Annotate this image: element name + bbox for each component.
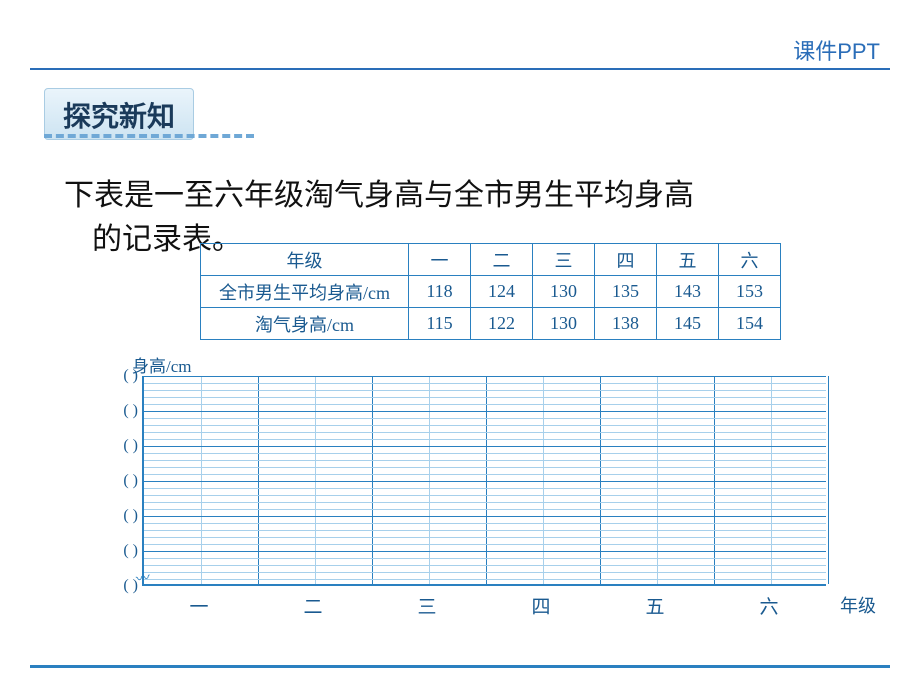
grid-major-v xyxy=(258,376,259,584)
grid-major-h xyxy=(144,551,826,552)
grid-minor-h xyxy=(144,495,826,496)
grid-minor-h xyxy=(144,383,826,384)
slide-label: 课件PPT xyxy=(793,34,880,66)
grade-col: 六 xyxy=(719,244,781,276)
table-row-taoqi: 淘气身高/cm 115 122 130 138 145 154 xyxy=(201,308,781,340)
grid-major-v xyxy=(828,376,829,584)
grid-minor-h xyxy=(144,530,826,531)
y-axis-ticks: ( )( )( )( )( )( )( ) xyxy=(84,376,138,586)
grid-minor-h xyxy=(144,502,826,503)
grid-minor-h xyxy=(144,509,826,510)
grid-minor-h xyxy=(144,488,826,489)
grid-minor-h xyxy=(144,404,826,405)
grid-minor-h xyxy=(144,425,826,426)
x-axis-title: 年级 xyxy=(840,592,876,618)
x-axis-label: 一 xyxy=(189,592,208,619)
x-axis-labels: 一二三四五六 xyxy=(142,592,826,616)
grade-col: 五 xyxy=(657,244,719,276)
grade-col: 一 xyxy=(409,244,471,276)
chart-grid xyxy=(142,376,826,586)
city-avg-cell: 124 xyxy=(471,276,533,308)
col-header-grade: 年级 xyxy=(201,244,409,276)
blank-line-chart: 身高/cm ( )( )( )( )( )( )( ) 〰 一二三四五六 年级 xyxy=(80,352,880,642)
grid-major-h xyxy=(144,411,826,412)
grid-major-h xyxy=(144,481,826,482)
grid-minor-h xyxy=(144,558,826,559)
row-header-taoqi: 淘气身高/cm xyxy=(201,308,409,340)
y-tick-placeholder: ( ) xyxy=(84,577,138,595)
city-avg-cell: 143 xyxy=(657,276,719,308)
grid-minor-h xyxy=(144,453,826,454)
grid-major-v xyxy=(600,376,601,584)
taoqi-cell: 138 xyxy=(595,308,657,340)
grid-minor-h xyxy=(144,523,826,524)
grid-major-h xyxy=(144,516,826,517)
taoqi-cell: 154 xyxy=(719,308,781,340)
grid-major-v xyxy=(372,376,373,584)
y-tick-placeholder: ( ) xyxy=(84,402,138,420)
table-row-city-avg: 全市男生平均身高/cm 118 124 130 135 143 153 xyxy=(201,276,781,308)
grid-minor-h xyxy=(144,390,826,391)
taoqi-cell: 130 xyxy=(533,308,595,340)
section-title-badge: 探究新知 xyxy=(44,88,194,140)
grid-minor-v xyxy=(771,376,772,584)
city-avg-cell: 135 xyxy=(595,276,657,308)
grade-col: 二 xyxy=(471,244,533,276)
grid-minor-h xyxy=(144,397,826,398)
grid-minor-v xyxy=(543,376,544,584)
grid-major-h xyxy=(144,376,826,377)
city-avg-cell: 118 xyxy=(409,276,471,308)
row-header-city: 全市男生平均身高/cm xyxy=(201,276,409,308)
grid-minor-h xyxy=(144,439,826,440)
city-avg-cell: 153 xyxy=(719,276,781,308)
grid-minor-h xyxy=(144,418,826,419)
taoqi-cell: 145 xyxy=(657,308,719,340)
grid-major-h xyxy=(144,446,826,447)
grid-major-v xyxy=(486,376,487,584)
table-row-header: 年级 一 二 三 四 五 六 xyxy=(201,244,781,276)
grid-minor-h xyxy=(144,467,826,468)
grid-minor-v xyxy=(429,376,430,584)
taoqi-cell: 122 xyxy=(471,308,533,340)
section-title-underline xyxy=(44,134,254,138)
x-axis-label: 四 xyxy=(531,592,550,619)
grid-minor-h xyxy=(144,474,826,475)
grid-minor-h xyxy=(144,572,826,573)
top-divider xyxy=(30,68,890,70)
y-tick-placeholder: ( ) xyxy=(84,367,138,385)
y-tick-placeholder: ( ) xyxy=(84,437,138,455)
grid-minor-h xyxy=(144,544,826,545)
city-avg-cell: 130 xyxy=(533,276,595,308)
intro-line-1: 下表是一至六年级淘气身高与全市男生平均身高 xyxy=(64,174,880,218)
x-axis-label: 六 xyxy=(759,592,778,619)
x-axis-label: 二 xyxy=(303,592,322,619)
y-tick-placeholder: ( ) xyxy=(84,542,138,560)
grid-minor-h xyxy=(144,565,826,566)
taoqi-cell: 115 xyxy=(409,308,471,340)
grid-minor-v xyxy=(657,376,658,584)
x-axis-label: 五 xyxy=(645,592,664,619)
grid-major-v xyxy=(714,376,715,584)
y-tick-placeholder: ( ) xyxy=(84,507,138,525)
height-data-table: 年级 一 二 三 四 五 六 全市男生平均身高/cm 118 124 130 1… xyxy=(200,243,781,340)
grid-minor-h xyxy=(144,579,826,580)
y-axis-title: 身高/cm xyxy=(132,352,192,377)
grid-minor-h xyxy=(144,432,826,433)
bottom-divider xyxy=(30,665,890,668)
grid-minor-v xyxy=(201,376,202,584)
grade-col: 四 xyxy=(595,244,657,276)
grid-minor-v xyxy=(315,376,316,584)
grid-minor-h xyxy=(144,537,826,538)
y-tick-placeholder: ( ) xyxy=(84,472,138,490)
grade-col: 三 xyxy=(533,244,595,276)
grid-minor-h xyxy=(144,460,826,461)
x-axis-label: 三 xyxy=(417,592,436,619)
